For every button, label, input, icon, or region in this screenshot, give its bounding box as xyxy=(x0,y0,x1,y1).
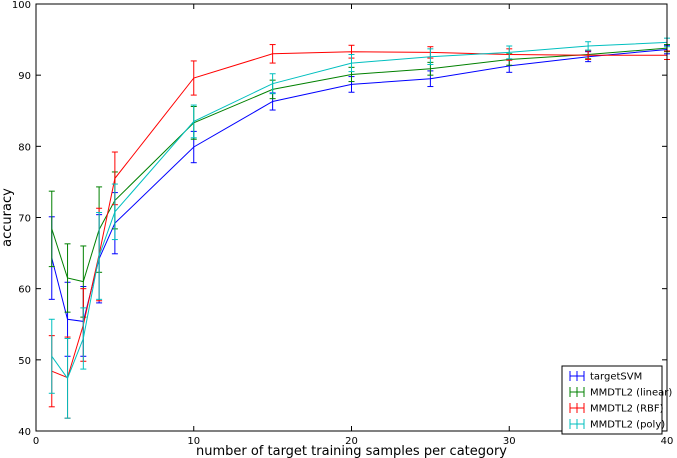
y-tick-label: 60 xyxy=(18,285,31,296)
y-axis-label: accuracy xyxy=(0,188,15,247)
y-tick-label: 40 xyxy=(18,427,31,438)
legend-label: MMDTL2 (poly) xyxy=(590,420,665,431)
legend-item: targetSVM xyxy=(569,371,642,383)
legend-label: MMDTL2 (linear) xyxy=(590,388,672,399)
x-tick-label: 30 xyxy=(503,436,516,447)
axis-ticks: 0 10 20 30 40 40 50 60 70 80 90 100 xyxy=(12,0,673,447)
series-3 xyxy=(48,37,670,419)
y-tick-label: 100 xyxy=(12,0,31,11)
series-line xyxy=(51,47,668,283)
x-tick-label: 0 xyxy=(33,436,39,447)
x-tick-label: 20 xyxy=(345,436,358,447)
plot-area xyxy=(48,37,670,419)
x-axis-label: number of target training samples per ca… xyxy=(196,444,507,458)
legend-item: MMDTL2 (poly) xyxy=(569,419,665,431)
series-0 xyxy=(48,44,670,357)
series-line xyxy=(51,49,668,322)
legend-item: MMDTL2 (RBF) xyxy=(569,403,664,415)
legend-item: MMDTL2 (linear) xyxy=(569,387,672,399)
y-tick-label: 90 xyxy=(18,71,31,82)
series-line xyxy=(51,41,668,380)
x-tick-label: 40 xyxy=(661,436,674,447)
y-tick-label: 80 xyxy=(18,142,31,153)
legend-box xyxy=(561,365,663,435)
legend: targetSVM MMDTL2 (linear) MMDTL2 (RBF) MMDT… xyxy=(561,365,672,435)
legend-label: targetSVM xyxy=(590,372,642,383)
series-2 xyxy=(48,44,670,419)
legend-label: MMDTL2 (RBF) xyxy=(590,404,664,415)
y-tick-label: 70 xyxy=(18,214,31,225)
x-tick-label: 10 xyxy=(187,436,200,447)
y-tick-label: 50 xyxy=(18,356,31,367)
series-line xyxy=(51,51,667,379)
